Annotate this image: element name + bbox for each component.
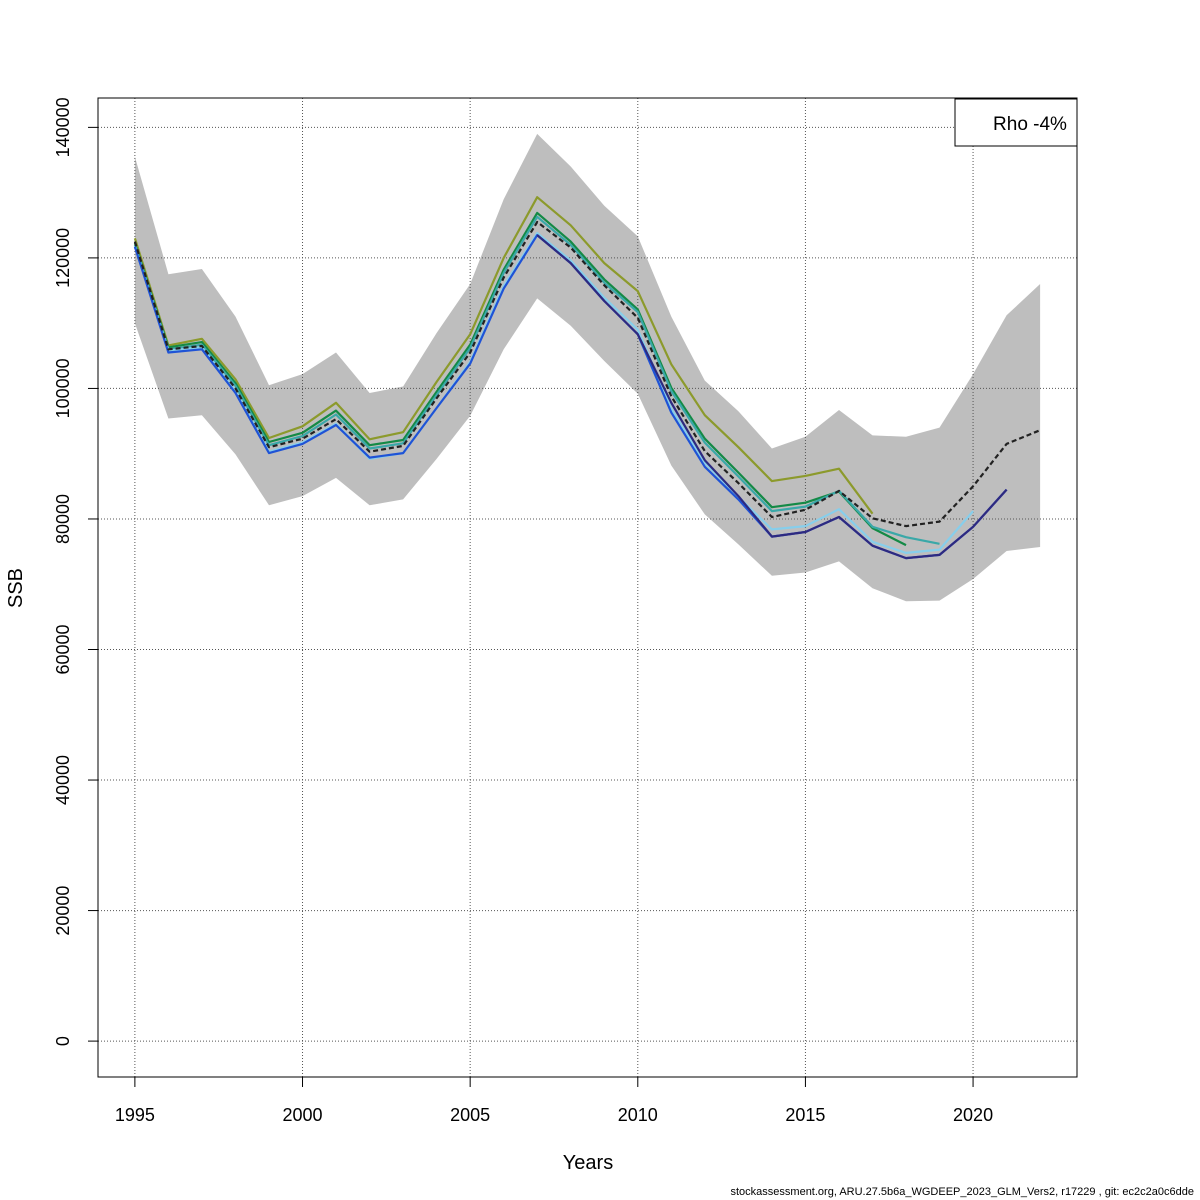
x-tick-label: 2020 (953, 1105, 993, 1125)
x-tick-label: 1995 (115, 1105, 155, 1125)
plot-frame (97, 97, 1078, 1078)
y-tick-label: 120000 (53, 228, 73, 288)
legend: Rho -4% (954, 98, 1078, 147)
confidence-band (134, 133, 1041, 602)
y-tick-label: 100000 (53, 358, 73, 418)
y-tick-label: 0 (53, 1036, 73, 1046)
series-line-5 (133, 232, 974, 555)
y-tick-label: 80000 (53, 494, 73, 544)
axis-layer: 1995 2000 2005 2010 2015 2020 0 20000 40000 60000… (53, 97, 993, 1125)
grid-layer (98, 98, 1077, 1077)
legend-box (954, 98, 1078, 147)
y-tick-label: 20000 (53, 886, 73, 936)
x-tick-label: 2005 (450, 1105, 490, 1125)
x-tick-label: 2015 (785, 1105, 825, 1125)
footer-credit: stockassessment.org, ARU.27.5b6a_WGDEEP_… (731, 1186, 1195, 1198)
series-line-7 (536, 234, 1008, 560)
x-axis-title: Years (563, 1152, 613, 1174)
y-tick-label: 60000 (53, 624, 73, 674)
legend-text: Rho -4% (993, 114, 1067, 135)
x-tick-label: 2000 (282, 1105, 322, 1125)
series-line-1 (133, 220, 1041, 528)
y-axis-title: SSB (5, 568, 27, 608)
y-tick-label: 40000 (53, 755, 73, 805)
series-line-2 (133, 196, 874, 515)
x-tick-label: 2010 (618, 1105, 658, 1125)
series-layer (133, 196, 1041, 560)
confidence-band-layer (134, 133, 1041, 602)
series-line-3 (133, 211, 907, 547)
y-tick-label: 140000 (53, 97, 73, 157)
